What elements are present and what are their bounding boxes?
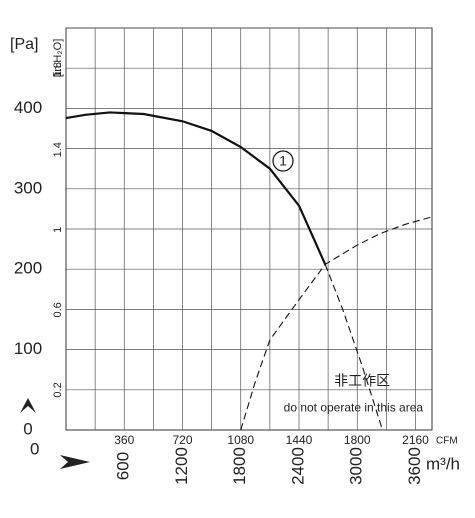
annotation: 非工作区	[334, 372, 390, 388]
curve	[324, 264, 384, 431]
y2-tick-label: 1	[52, 227, 64, 233]
arrow-up	[20, 398, 36, 413]
x2-unit: CFM	[436, 436, 458, 447]
y2-tick-label: 0.2	[52, 382, 64, 397]
x-unit: m³/h	[426, 454, 460, 473]
x2-tick-label: 1440	[286, 433, 313, 447]
curve-label: 1	[279, 153, 287, 169]
y-tick-label: 200	[14, 259, 42, 278]
x2-tick-label: 360	[114, 433, 134, 447]
y-tick-label: 0	[23, 419, 32, 438]
x-tick-label: 1800	[230, 447, 249, 485]
y-tick-label: 400	[14, 98, 42, 117]
y2-tick-label: 1.4	[52, 142, 64, 157]
y2-tick-label: 0.6	[52, 302, 64, 317]
x-tick-label: 3000	[347, 447, 366, 485]
x-tick-label: 600	[114, 452, 133, 480]
y-unit: [Pa]	[10, 36, 38, 53]
annotation: do not operate in this area	[284, 400, 424, 414]
y2-unit: [in.H₂O]	[52, 39, 64, 78]
arrow-right	[60, 455, 90, 469]
x-tick-label: 1200	[172, 447, 191, 485]
x-tick-label: 3600	[405, 447, 424, 485]
x2-tick-label: 720	[172, 433, 192, 447]
x-tick-label: 2400	[288, 447, 307, 485]
curve-label-circle	[272, 150, 294, 172]
curve	[240, 216, 432, 431]
x2-tick-label: 1800	[344, 433, 371, 447]
curve	[65, 111, 327, 265]
x2-tick-label: 2160	[402, 433, 429, 447]
origin-label: 0	[30, 439, 39, 458]
y2-tick-label: 1.8	[52, 62, 64, 77]
y-tick-label: 300	[14, 178, 42, 197]
y-tick-label: 100	[14, 339, 42, 358]
x2-tick-label: 1080	[227, 433, 254, 447]
